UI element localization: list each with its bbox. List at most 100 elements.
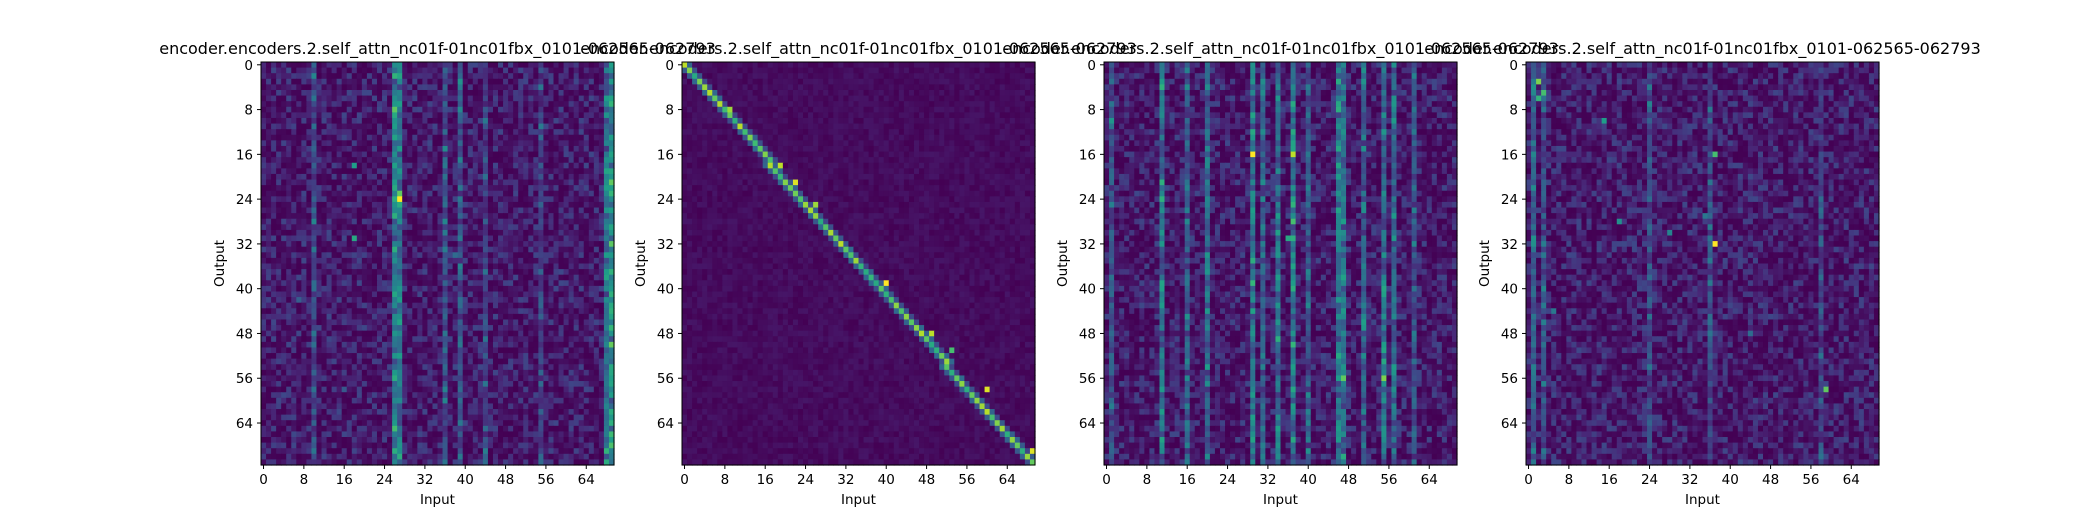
heatmap-cell [341, 291, 348, 298]
heatmap-cell [387, 257, 393, 265]
heatmap-cell [533, 162, 539, 169]
heatmap-cell [578, 325, 585, 332]
heatmap-cell [341, 246, 348, 253]
heatmap-cell [301, 224, 307, 231]
heatmap-cell [296, 358, 302, 365]
heatmap-cell [452, 117, 459, 125]
heatmap-cell [271, 442, 277, 449]
heatmap-cell [356, 246, 363, 253]
heatmap-cell [286, 179, 292, 186]
heatmap-cell [503, 246, 509, 253]
heatmap-cell [376, 89, 383, 97]
heatmap-cell [361, 89, 368, 97]
heatmap-cell [301, 134, 307, 141]
heatmap-cell [281, 229, 287, 237]
heatmap-cell [422, 347, 429, 354]
heatmap-cell [513, 392, 519, 399]
heatmap-cell [452, 403, 459, 410]
heatmap-panel-1: encoder.encoders.2.self_attn_nc01f-01nc0… [159, 39, 716, 508]
heatmap-cell [578, 89, 585, 97]
heatmap-cell [558, 112, 565, 119]
heatmap-cell [336, 280, 343, 287]
heatmap-cell [316, 364, 323, 371]
heatmap-cell [472, 325, 479, 332]
heatmap-cell [412, 168, 418, 175]
heatmap-cell [376, 414, 383, 421]
heatmap-cell [336, 459, 343, 466]
heatmap-cell [361, 101, 368, 108]
heatmap-cell [608, 453, 615, 461]
heatmap-cell [366, 302, 373, 309]
heatmap-cell [452, 106, 459, 113]
heatmap-cell [356, 73, 363, 80]
heatmap-cell [457, 442, 464, 449]
heatmap-cell [543, 151, 550, 158]
heatmap-cell [296, 313, 302, 321]
heatmap-cell [528, 95, 534, 102]
heatmap-cell [503, 291, 509, 298]
heatmap-cell [462, 89, 469, 97]
heatmap-cell [276, 89, 282, 97]
heatmap-cell [271, 173, 277, 181]
heatmap-cell [376, 168, 383, 175]
heatmap-cell [392, 257, 398, 265]
heatmap-cell [477, 397, 484, 405]
heatmap-cell [608, 369, 615, 377]
heatmap-cell [316, 308, 323, 315]
heatmap-cell [457, 420, 464, 427]
heatmap-cell [291, 269, 297, 276]
heatmap-cell [407, 229, 413, 237]
heatmap-cell [508, 213, 514, 220]
heatmap-cell [462, 297, 469, 304]
heatmap-cell [538, 235, 544, 242]
heatmap-cell [407, 386, 413, 393]
heatmap-cell [503, 409, 509, 416]
heatmap-cell [402, 84, 408, 91]
heatmap-cell [503, 325, 509, 332]
heatmap-cell [361, 302, 368, 309]
heatmap-cell [553, 207, 560, 214]
heatmap-cell [598, 341, 605, 349]
heatmap-cell [447, 308, 454, 315]
heatmap-cell [513, 347, 519, 354]
heatmap-cell [281, 134, 287, 141]
heatmap-cell [503, 431, 509, 438]
heatmap-cell [467, 84, 474, 91]
heatmap-cell [583, 67, 590, 74]
heatmap-cell [366, 123, 373, 130]
heatmap-cell [382, 157, 388, 164]
heatmap-cell [361, 252, 368, 259]
heatmap-cell [603, 213, 610, 220]
heatmap-cell [376, 263, 383, 270]
heatmap-cell [276, 157, 282, 164]
heatmap-cell [422, 297, 429, 304]
heatmap-cell [336, 397, 343, 405]
heatmap-cell [518, 190, 524, 197]
heatmap-cell [376, 129, 383, 136]
heatmap-cell [301, 425, 307, 433]
heatmap-cell [341, 106, 348, 113]
heatmap-cell [462, 145, 469, 153]
heatmap-cell [336, 414, 343, 421]
heatmap-cell [538, 106, 544, 113]
heatmap-cell [311, 409, 318, 416]
heatmap-cell [366, 431, 373, 438]
heatmap-cell [603, 397, 610, 405]
heatmap-cell [487, 162, 494, 169]
heatmap-cell [538, 207, 544, 214]
heatmap-cell [603, 285, 610, 293]
heatmap-cell [608, 375, 615, 382]
heatmap-cell [311, 453, 318, 461]
heatmap-cell [583, 285, 590, 293]
heatmap-cell [442, 95, 449, 102]
heatmap-cell [417, 375, 423, 382]
heatmap-cell [457, 196, 464, 203]
heatmap-cell [306, 106, 313, 113]
heatmap-cell [437, 308, 444, 315]
heatmap-cell [336, 207, 343, 214]
heatmap-cell [492, 280, 499, 287]
heatmap-cell [452, 364, 459, 371]
heatmap-cell [583, 246, 590, 253]
heatmap-cell [366, 207, 373, 214]
heatmap-cell [492, 403, 499, 410]
